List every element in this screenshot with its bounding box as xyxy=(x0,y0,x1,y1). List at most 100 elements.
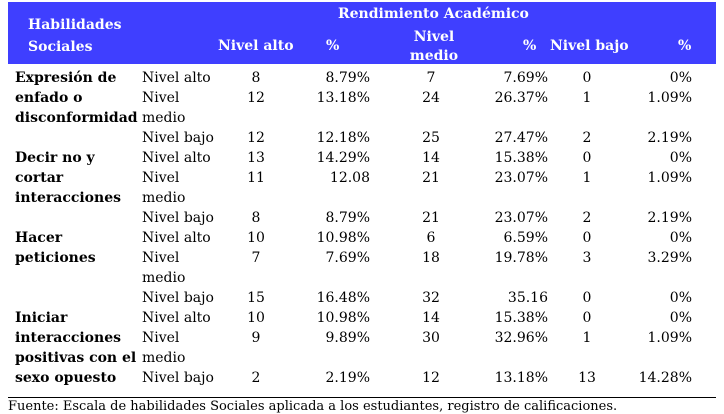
value-cell: 6.59% xyxy=(503,230,548,246)
level-label: Nivel medio xyxy=(142,90,186,126)
value-cell: 15 xyxy=(247,290,265,306)
level-label: Nivel medio xyxy=(142,170,186,206)
level-label: Nivel alto xyxy=(142,70,211,86)
value-cell: 30 xyxy=(422,330,440,346)
value-cell: 14 xyxy=(422,150,440,166)
header-col-nivel-bajo: Nivel bajo xyxy=(550,38,629,54)
value-cell: 19.78% xyxy=(494,250,548,266)
value-cell: 2.19% xyxy=(647,130,692,146)
header-group: Rendimiento Académico xyxy=(338,6,529,22)
header-skills: Habilidades Sociales xyxy=(28,17,122,55)
value-cell: 13 xyxy=(578,370,596,386)
value-cell: 18 xyxy=(422,250,440,266)
value-cell: 8.79% xyxy=(325,210,370,226)
value-cell: 0% xyxy=(669,150,692,166)
skill-label: Iniciar interacciones positivas con el s… xyxy=(15,310,137,386)
value-cell: 1.09% xyxy=(647,90,692,106)
value-cell: 10 xyxy=(247,310,265,326)
level-label: Nivel alto xyxy=(142,310,211,326)
value-cell: 16.48% xyxy=(316,290,370,306)
table-header: Habilidades Sociales Rendimiento Académi… xyxy=(8,2,716,64)
value-cell: 7 xyxy=(251,250,261,266)
skill-label: Hacer peticiones xyxy=(15,230,96,266)
value-cell: 12 xyxy=(422,370,440,386)
value-cell: 10.98% xyxy=(316,230,370,246)
value-cell: 0 xyxy=(582,290,592,306)
value-cell: 8.79% xyxy=(325,70,370,86)
value-cell: 7.69% xyxy=(325,250,370,266)
value-cell: 8 xyxy=(251,210,261,226)
value-cell: 24 xyxy=(422,90,440,106)
value-cell: 27.47% xyxy=(494,130,548,146)
table-body: Expresión de enfado o disconformidad Nive… xyxy=(8,64,716,398)
level-label: Nivel alto xyxy=(142,230,211,246)
header-col-pct-1: % xyxy=(326,38,340,54)
value-cell: 10.98% xyxy=(316,310,370,326)
value-cell: 13.18% xyxy=(316,90,370,106)
level-label: Nivel bajo xyxy=(142,370,214,386)
value-cell: 1 xyxy=(582,170,592,186)
results-table: Habilidades Sociales Rendimiento Académi… xyxy=(8,2,716,398)
table-bottom-rule xyxy=(8,397,716,398)
value-cell: 32 xyxy=(422,290,440,306)
value-cell: 13 xyxy=(247,150,265,166)
value-cell: 9.89% xyxy=(325,330,370,346)
value-cell: 11 xyxy=(247,170,265,186)
value-cell: 35.16 xyxy=(507,290,548,306)
value-cell: 12.08 xyxy=(329,170,370,186)
value-cell: 0 xyxy=(582,310,592,326)
value-cell: 1 xyxy=(582,330,592,346)
value-cell: 2 xyxy=(251,370,261,386)
header-col-nivel-medio: Nivel medio xyxy=(409,29,459,64)
value-cell: 1 xyxy=(582,90,592,106)
value-cell: 1.09% xyxy=(647,330,692,346)
value-cell: 0% xyxy=(669,290,692,306)
level-label: Nivel medio xyxy=(142,330,186,366)
value-cell: 23.07% xyxy=(494,210,548,226)
value-cell: 0 xyxy=(582,150,592,166)
value-cell: 21 xyxy=(422,210,440,226)
level-label: Nivel medio xyxy=(142,250,186,286)
level-label: Nivel bajo xyxy=(142,130,214,146)
value-cell: 15.38% xyxy=(494,310,548,326)
value-cell: 12.18% xyxy=(316,130,370,146)
value-cell: 1.09% xyxy=(647,170,692,186)
value-cell: 23.07% xyxy=(494,170,548,186)
header-col-pct-2: % xyxy=(523,38,537,54)
footnote: Fuente: Escala de habilidades Sociales a… xyxy=(8,399,618,414)
value-cell: 12 xyxy=(247,130,265,146)
value-cell: 32.96% xyxy=(494,330,548,346)
value-cell: 0 xyxy=(582,70,592,86)
value-cell: 9 xyxy=(251,330,261,346)
value-cell: 14.28% xyxy=(638,370,692,386)
value-cell: 3.29% xyxy=(647,250,692,266)
header-col-pct-3: % xyxy=(678,38,692,54)
value-cell: 14.29% xyxy=(316,150,370,166)
level-label: Nivel alto xyxy=(142,150,211,166)
value-cell: 15.38% xyxy=(494,150,548,166)
value-cell: 8 xyxy=(251,70,261,86)
value-cell: 0% xyxy=(669,230,692,246)
value-cell: 2 xyxy=(582,130,592,146)
level-label: Nivel bajo xyxy=(142,290,214,306)
skill-label: Expresión de enfado o disconformidad xyxy=(15,70,138,126)
value-cell: 0% xyxy=(669,310,692,326)
value-cell: 26.37% xyxy=(494,90,548,106)
value-cell: 2 xyxy=(582,210,592,226)
value-cell: 14 xyxy=(422,310,440,326)
value-cell: 25 xyxy=(422,130,440,146)
value-cell: 6 xyxy=(426,230,436,246)
value-cell: 12 xyxy=(247,90,265,106)
value-cell: 3 xyxy=(582,250,592,266)
value-cell: 2.19% xyxy=(325,370,370,386)
level-label: Nivel bajo xyxy=(142,210,214,226)
header-col-nivel-alto: Nivel alto xyxy=(218,38,294,54)
value-cell: 10 xyxy=(247,230,265,246)
value-cell: 0% xyxy=(669,70,692,86)
value-cell: 7.69% xyxy=(503,70,548,86)
value-cell: 0 xyxy=(582,230,592,246)
skill-label: Decir no y cortar interacciones xyxy=(15,150,121,206)
value-cell: 13.18% xyxy=(494,370,548,386)
value-cell: 2.19% xyxy=(647,210,692,226)
value-cell: 7 xyxy=(426,70,436,86)
